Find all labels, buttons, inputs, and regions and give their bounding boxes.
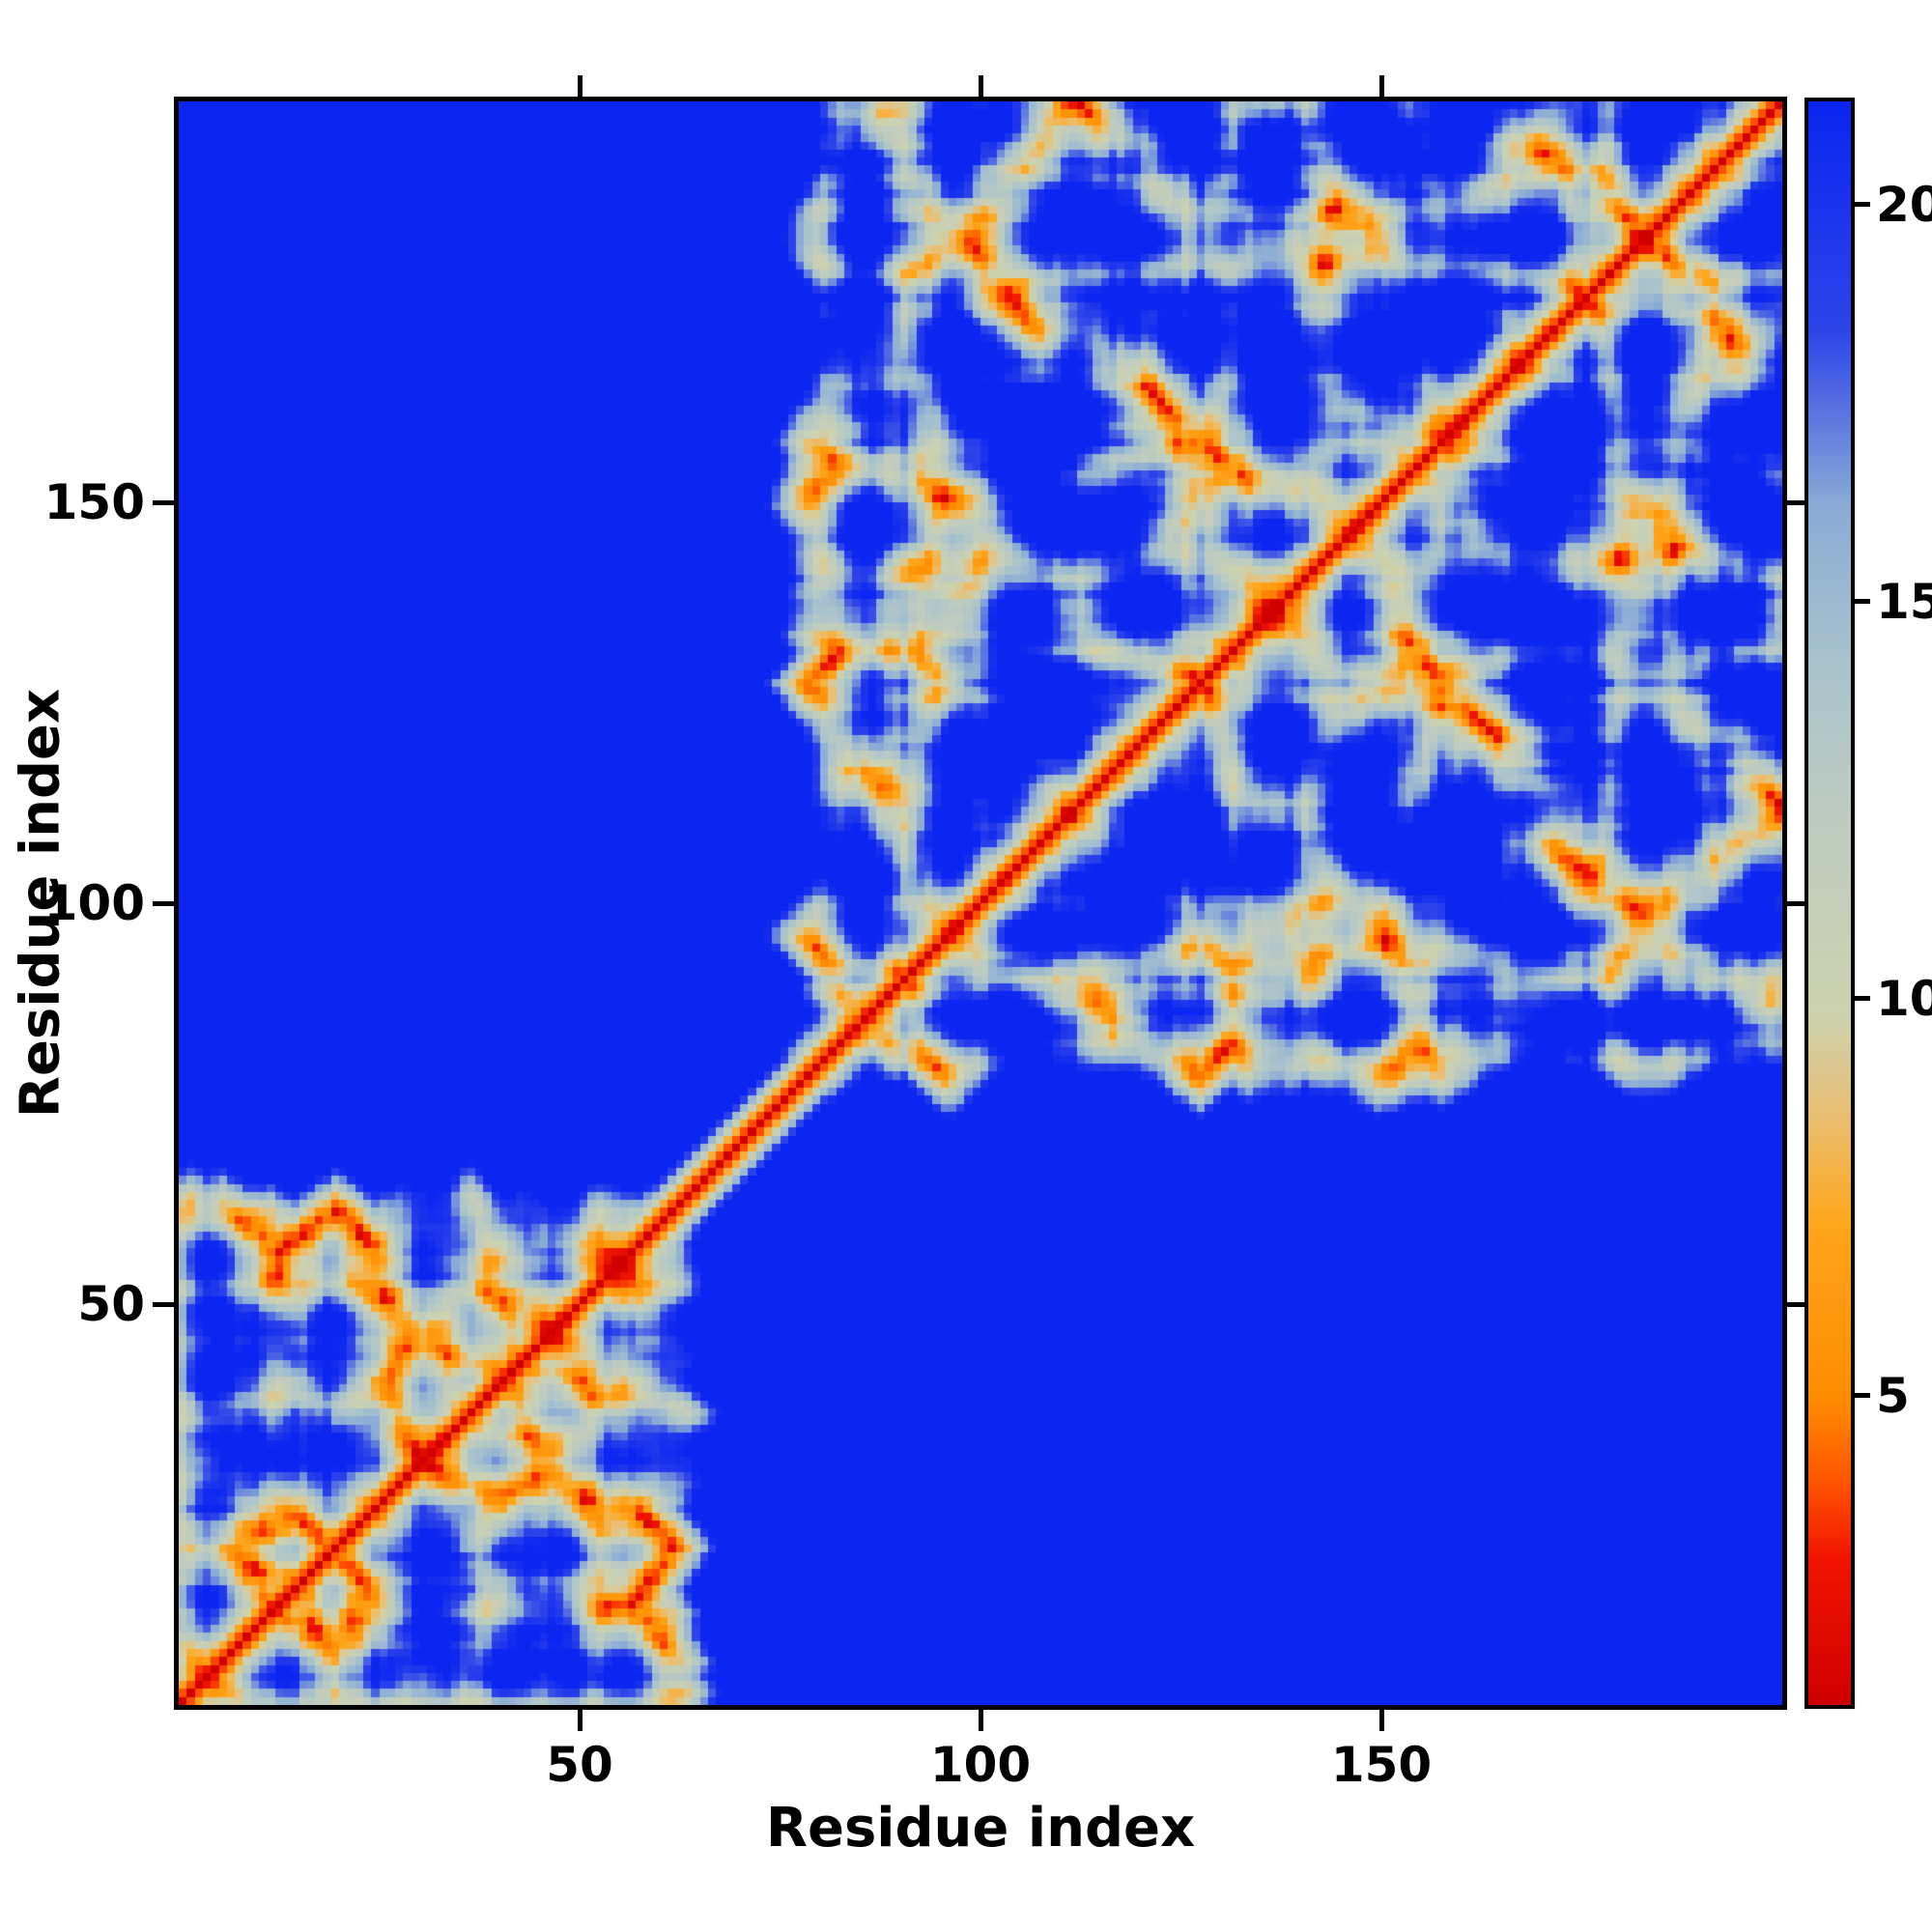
colorbar-tick-label: 10 [1876, 970, 1932, 1027]
colorbar-tick-label: 20 [1876, 176, 1932, 233]
colorbar-tick [1855, 1393, 1870, 1398]
x-axis-title: Residue index [765, 1797, 1196, 1860]
x-axis-tick-bottom [1378, 1710, 1384, 1731]
x-tick-label: 150 [1330, 1737, 1433, 1793]
y-axis-tick-left [153, 499, 174, 505]
y-axis-tick-left [153, 1301, 174, 1307]
y-axis-tick-right [1787, 1301, 1808, 1307]
y-axis-tick-right [1787, 900, 1808, 906]
y-tick-label: 100 [43, 875, 145, 931]
colorbar-canvas [1808, 101, 1851, 1705]
colorbar-tick [1855, 202, 1870, 208]
heatmap-canvas [179, 101, 1782, 1705]
x-tick-label: 100 [929, 1737, 1032, 1793]
x-axis-tick-top [978, 75, 983, 97]
y-tick-label: 50 [77, 1276, 145, 1332]
x-axis-tick-top [577, 75, 582, 97]
y-tick-label: 150 [43, 474, 145, 530]
colorbar-tick-label: 5 [1876, 1367, 1910, 1424]
y-axis-tick-left [153, 900, 174, 906]
x-axis-tick-top [1378, 75, 1384, 97]
colorbar-tick [1855, 599, 1870, 605]
x-tick-label: 50 [546, 1737, 613, 1793]
colorbar-tick-label: 15 [1876, 573, 1932, 630]
colorbar-tick [1855, 996, 1870, 1002]
x-axis-tick-bottom [978, 1710, 983, 1731]
y-axis-tick-right [1787, 499, 1808, 505]
x-axis-tick-bottom [577, 1710, 582, 1731]
